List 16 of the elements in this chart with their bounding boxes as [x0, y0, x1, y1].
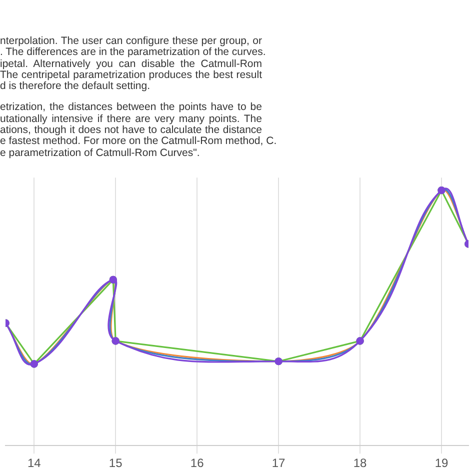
- text: etrization, the distances between the points have to be: [0, 101, 262, 114]
- text: d is therefore the default setting.: [0, 80, 150, 92]
- x-tick-label: 18: [353, 456, 368, 470]
- x-tick-label: 19: [434, 456, 449, 470]
- text: ations, though it does not have to calculate the distance: [0, 124, 262, 136]
- text: e fastest method. For more on the Catmull-Rom method, C.: [0, 135, 277, 148]
- text: . The differences are in the parametrization of the curves.: [0, 46, 266, 59]
- x-tick-label: 16: [190, 456, 204, 470]
- text: The centripetal parametrization produces the best result: [0, 68, 262, 82]
- text: nterpolation. The user can configure these per group, or: [0, 35, 262, 48]
- x-tick-label: 15: [108, 456, 123, 470]
- text: utationally intensive if there are very many points. The: [0, 112, 262, 126]
- x-tick-label: 17: [272, 456, 286, 470]
- text: e parametrization of Catmull-Rom Curves".: [0, 146, 201, 159]
- text: ipetal. Alternatively you can disable the Catmull-Rom: [0, 58, 262, 70]
- x-tick-label: 14: [27, 456, 42, 470]
